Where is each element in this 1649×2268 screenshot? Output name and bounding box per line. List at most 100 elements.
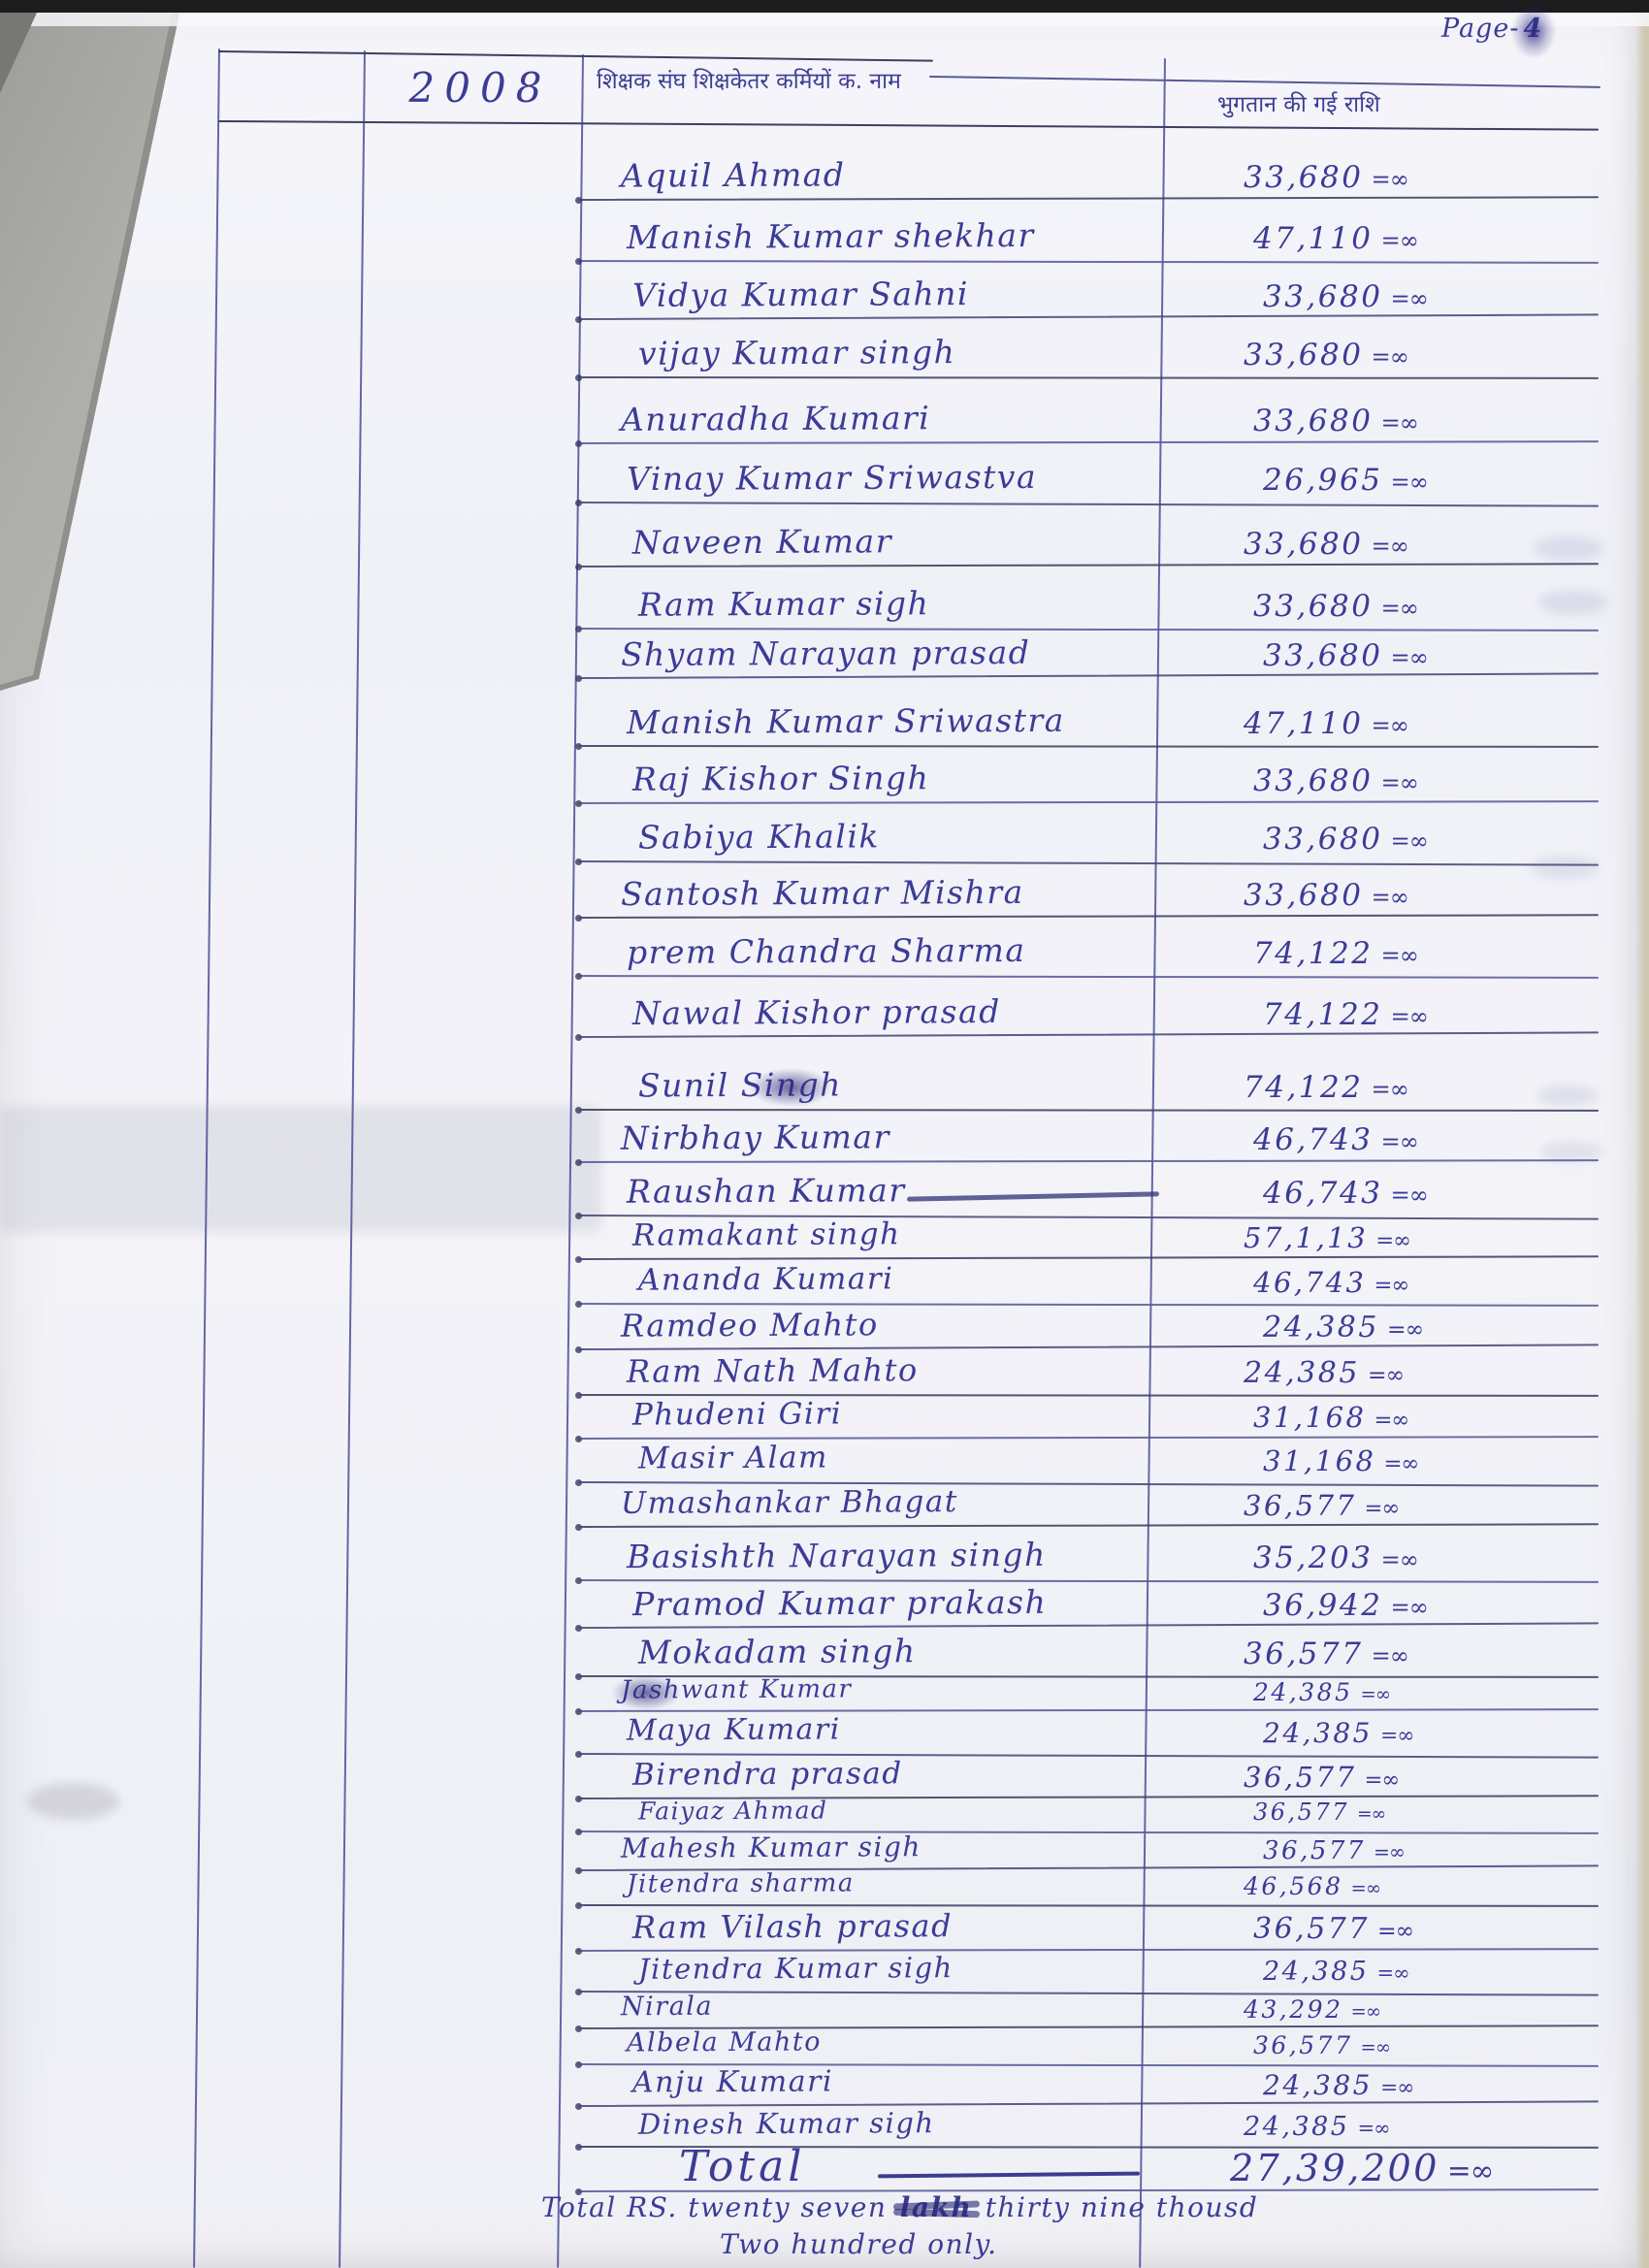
entry-amount-value: 36,577 [1253,1798,1349,1827]
amount-flourish: =∞ [1371,533,1408,560]
entry-name: Mahesh Kumar sigh [620,1831,922,1864]
table-row: Jitendra sharma 46,568 =∞ [0,1868,1649,1904]
entry-name: Manish Kumar Sriwastra [626,700,1065,742]
amount-flourish: =∞ [1360,1683,1391,1705]
amount-flourish: =∞ [1373,1840,1406,1863]
table-row: Santosh Kumar Mishra 33,680 =∞ [0,860,1649,917]
entry-amount-value: 46,743 [1263,1176,1383,1211]
table-row: Mokadam singh 36,577 =∞ [0,1627,1649,1675]
entry-amount: 24,385 =∞ [1263,1720,1414,1748]
bleed-through-mark [1535,535,1602,561]
entry-amount: 31,168 =∞ [1253,1401,1409,1434]
entry-name: Ram Nath Mahto [626,1351,919,1390]
amount-flourish: =∞ [1380,595,1418,622]
entry-amount-value: 36,577 [1244,1761,1357,1794]
table-row: Birendra prasad 36,577 =∞ [0,1753,1649,1798]
amount-flourish: =∞ [1446,2154,1495,2187]
bleed-through-mark [1540,1141,1602,1162]
amount-flourish: =∞ [1374,1408,1409,1433]
amount-flourish: =∞ [1379,1724,1414,1748]
amount-in-words-line2: Two hundred only. [720,2228,998,2260]
entry-amount: 31,168 =∞ [1263,1447,1419,1476]
amount-flourish: =∞ [1371,343,1408,371]
entry-amount-value: 24,385 [1263,2069,1373,2101]
table-row: Jashwant Kumar 24,385 =∞ [0,1674,1649,1710]
table-row: Ananda Kumari 46,743 =∞ [0,1258,1649,1303]
entry-amount-value: 74,122 [1253,936,1374,971]
entry-amount: 57,1,13 =∞ [1244,1224,1411,1252]
entry-name: Anju Kumari [631,2064,834,2100]
entry-amount: 33,680 =∞ [1253,592,1419,622]
amount-flourish: =∞ [1376,1960,1409,1985]
amount-flourish: =∞ [1390,644,1428,671]
table-row: Aquil Ahmad 33,680 =∞ [0,124,1649,199]
page-number-label: Page- 4 [1441,16,1546,42]
entry-name: Maya Kumari [626,1712,841,1748]
bleed-through-mark [1538,590,1608,615]
entry-amount: 36,577 =∞ [1253,1798,1386,1827]
entry-amount-value: 24,385 [1263,1311,1379,1345]
total-dash-line [877,2171,1141,2179]
table-row: Anju Kumari 24,385 =∞ [0,2063,1649,2105]
table-row: Dinesh Kumar sigh 24,385 =∞ [0,2105,1649,2146]
table-row: Vinay Kumar Sriwastva 26,965 =∞ [0,442,1649,502]
amount-flourish: =∞ [1357,2116,1390,2140]
scan-edge-strip [0,0,1649,13]
table-row: Ramdeo Mahto 24,385 =∞ [0,1303,1649,1348]
total-amount: 27,39,200 =∞ [1230,2147,1495,2189]
table-row: Phudeni Giri 31,168 =∞ [0,1394,1649,1438]
table-row: Jitendra Kumar sigh 24,385 =∞ [0,1950,1649,1991]
entry-amount: 46,743 =∞ [1253,1125,1419,1155]
entry-amount: 33,680 =∞ [1263,641,1429,671]
entry-amount-value: 33,680 [1244,338,1364,373]
total-amount-value: 27,39,200 [1230,2147,1439,2189]
entry-name: Faiyaz Ahmad [637,1796,828,1826]
entry-amount: 36,577 =∞ [1263,1838,1406,1863]
entry-name: Naveen Kumar [631,522,893,562]
entry-name: vijay Kumar singh [637,333,956,373]
total-row: Total 27,39,200 =∞ [0,2146,1649,2190]
entry-amount: 36,577 =∞ [1253,1915,1414,1944]
table-row: Ramakant singh 57,1,13 =∞ [0,1215,1649,1258]
amount-flourish: =∞ [1356,1804,1386,1826]
crease-shadow [0,1106,601,1232]
amount-flourish: =∞ [1390,1594,1428,1621]
entry-name: Jitendra Kumar sigh [637,1951,954,1986]
entry-amount-value: 31,168 [1253,1401,1367,1434]
table-row: vijay Kumar singh 33,680 =∞ [0,318,1649,376]
entry-amount: 24,385 =∞ [1263,2069,1414,2101]
name-column-header: शिक्षक संघ शिक्षकेतर कर्मियों क. नाम [597,69,901,94]
table-row: Umashankar Bhagat 36,577 =∞ [0,1481,1649,1526]
entry-amount-value: 43,292 [1244,1995,1343,2024]
table-row: Nirbhay Kumar 46,743 =∞ [0,1109,1649,1161]
entry-amount-value: 33,680 [1244,878,1364,913]
entry-name: Sabiya Khalik [637,817,881,857]
entry-name: Basishth Narayan singh [626,1535,1047,1576]
entry-amount: 24,385 =∞ [1263,1311,1424,1345]
amount-flourish: =∞ [1390,827,1428,855]
entry-amount: 36,577 =∞ [1244,1639,1409,1669]
entry-name: Ram Kumar sigh [637,584,930,624]
entry-name: Nawal Kishor prasad [631,992,1001,1032]
entry-name: Umashankar Bhagat [620,1484,958,1521]
entry-amount-value: 47,110 [1244,706,1364,741]
table-row: Albela Mahto 36,577 =∞ [0,2026,1649,2063]
entry-amount: 35,203 =∞ [1253,1543,1419,1573]
entry-amount: 46,568 =∞ [1244,1874,1381,1899]
table-row: Ram Kumar sigh 33,680 =∞ [0,566,1649,628]
table-row: Sunil Singh 74,122 =∞ [0,1036,1649,1109]
entry-amount: 36,577 =∞ [1244,1492,1400,1520]
entry-name: Shyam Narayan prasad [620,632,1031,674]
amount-flourish: =∞ [1371,712,1408,739]
amount-flourish: =∞ [1371,884,1408,911]
scan-edge-highlight [0,13,1649,26]
entry-amount: 24,385 =∞ [1253,1680,1391,1705]
table-row: Nirala 43,292 =∞ [0,1991,1649,2027]
amount-flourish: =∞ [1383,1451,1419,1476]
amount-flourish: =∞ [1350,1877,1381,1899]
entry-name: Pramod Kumar prakash [631,1582,1048,1624]
entry-amount: 46,743 =∞ [1253,1269,1409,1297]
strikeout-mark [906,1191,1160,1202]
table-row: Nawal Kishor prasad 74,122 =∞ [0,975,1649,1036]
entry-amount-value: 24,385 [1263,1957,1370,1987]
